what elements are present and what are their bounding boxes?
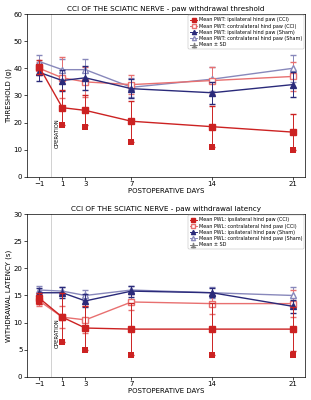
X-axis label: POSTOPERATIVE DAYS: POSTOPERATIVE DAYS [128,388,204,394]
Point [210,144,215,150]
Legend: Mean PWL: ipsilateral hind paw (CCI), Mean PWL: contralateral hind paw (CCI), Me: Mean PWL: ipsilateral hind paw (CCI), Me… [188,216,304,249]
Point [290,146,295,153]
Text: OPERATION: OPERATION [54,318,59,348]
Title: CCI OF THE SCIATIC NERVE - paw withdrawal threshold: CCI OF THE SCIATIC NERVE - paw withdrawa… [67,6,265,12]
Point [290,308,295,315]
Point [60,338,65,345]
Y-axis label: WITHDRAWAL LATENCY (s): WITHDRAWAL LATENCY (s) [6,249,12,342]
Point [129,352,134,358]
Legend: Mean PWT: ipsilateral hind paw (CCI), Mean PWT: contralateral hind paw (CCI), Me: Mean PWT: ipsilateral hind paw (CCI), Me… [188,16,304,49]
Point [60,122,65,128]
Point [83,346,88,353]
Point [129,138,134,145]
Point [83,124,88,130]
Title: CCI OF THE SCIATIC NERVE - paw withdrawal latency: CCI OF THE SCIATIC NERVE - paw withdrawa… [71,206,261,212]
Point [83,344,88,350]
Point [210,306,215,312]
Point [37,65,42,72]
X-axis label: POSTOPERATIVE DAYS: POSTOPERATIVE DAYS [128,188,204,194]
Y-axis label: THRESHOLD (g): THRESHOLD (g) [6,68,12,123]
Point [290,352,295,358]
Text: OPERATION: OPERATION [54,118,59,148]
Point [37,298,42,304]
Point [129,303,134,310]
Point [60,338,65,345]
Point [37,300,42,307]
Point [210,352,215,358]
